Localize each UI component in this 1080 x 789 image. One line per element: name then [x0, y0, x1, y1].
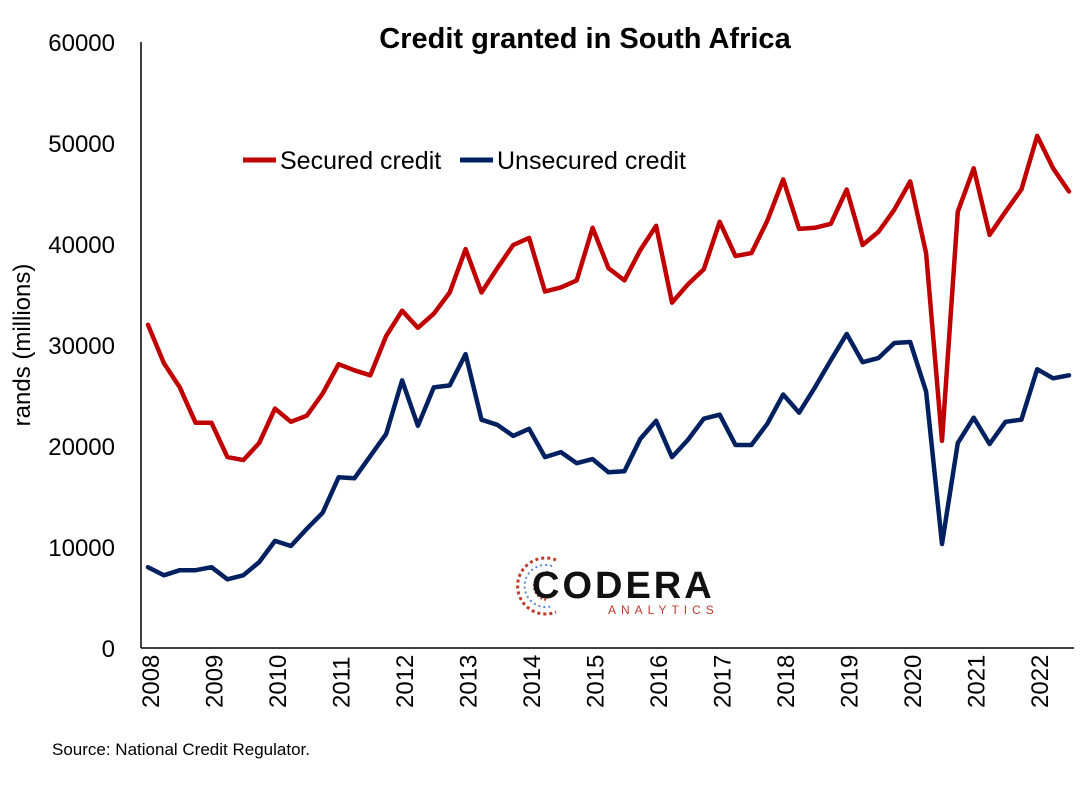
- x-tick-label: 2012: [392, 655, 419, 708]
- x-tick-label: 2017: [710, 655, 737, 708]
- y-tick-label: 0: [102, 636, 115, 663]
- y-axis-ticks: 0 10000 20000 30000 40000 50000 60000: [48, 30, 115, 663]
- x-tick-label: 2021: [964, 655, 991, 708]
- series-lines: [145, 133, 1072, 582]
- series-line-unsecured: [145, 331, 1072, 582]
- legend-label-unsecured: Unsecured credit: [497, 147, 686, 175]
- codera-logo-mark: [516, 556, 557, 616]
- codera-logo: CODERA ANALYTICS: [516, 556, 719, 617]
- x-tick-label: 2013: [456, 655, 483, 708]
- y-tick-label: 50000: [48, 131, 115, 158]
- x-tick-label: 2018: [773, 655, 800, 708]
- legend: Secured credit Unsecured credit: [243, 147, 686, 175]
- x-tick-label: 2011: [329, 656, 356, 708]
- x-tick-label: 2015: [583, 655, 610, 708]
- x-tick-label: 2020: [900, 655, 927, 708]
- x-axis-ticks: 2008 2009 2010 2011 2012 2013 2014 2015 2016 2017…: [138, 655, 1054, 708]
- y-tick-label: 40000: [48, 232, 115, 259]
- logo-subtitle: ANALYTICS: [608, 603, 719, 617]
- y-tick-label: 30000: [48, 333, 115, 360]
- x-tick-label: 2014: [519, 655, 546, 708]
- y-axis-label: rands (millions): [9, 264, 36, 427]
- x-tick-label: 2010: [265, 655, 292, 708]
- chart-title: Credit granted in South Africa: [379, 23, 791, 55]
- y-tick-label: 60000: [48, 30, 115, 57]
- legend-label-secured: Secured credit: [280, 147, 441, 175]
- series-line-secured: [145, 133, 1072, 463]
- x-tick-label: 2016: [646, 655, 673, 708]
- y-tick-label: 10000: [48, 535, 115, 562]
- source-note: Source: National Credit Regulator.: [52, 740, 310, 759]
- y-tick-label: 20000: [48, 434, 115, 461]
- x-tick-label: 2022: [1027, 655, 1054, 708]
- logo-word: CODERA: [532, 565, 715, 607]
- x-tick-label: 2009: [202, 655, 229, 708]
- x-tick-label: 2008: [138, 655, 165, 708]
- x-tick-label: 2019: [837, 655, 864, 708]
